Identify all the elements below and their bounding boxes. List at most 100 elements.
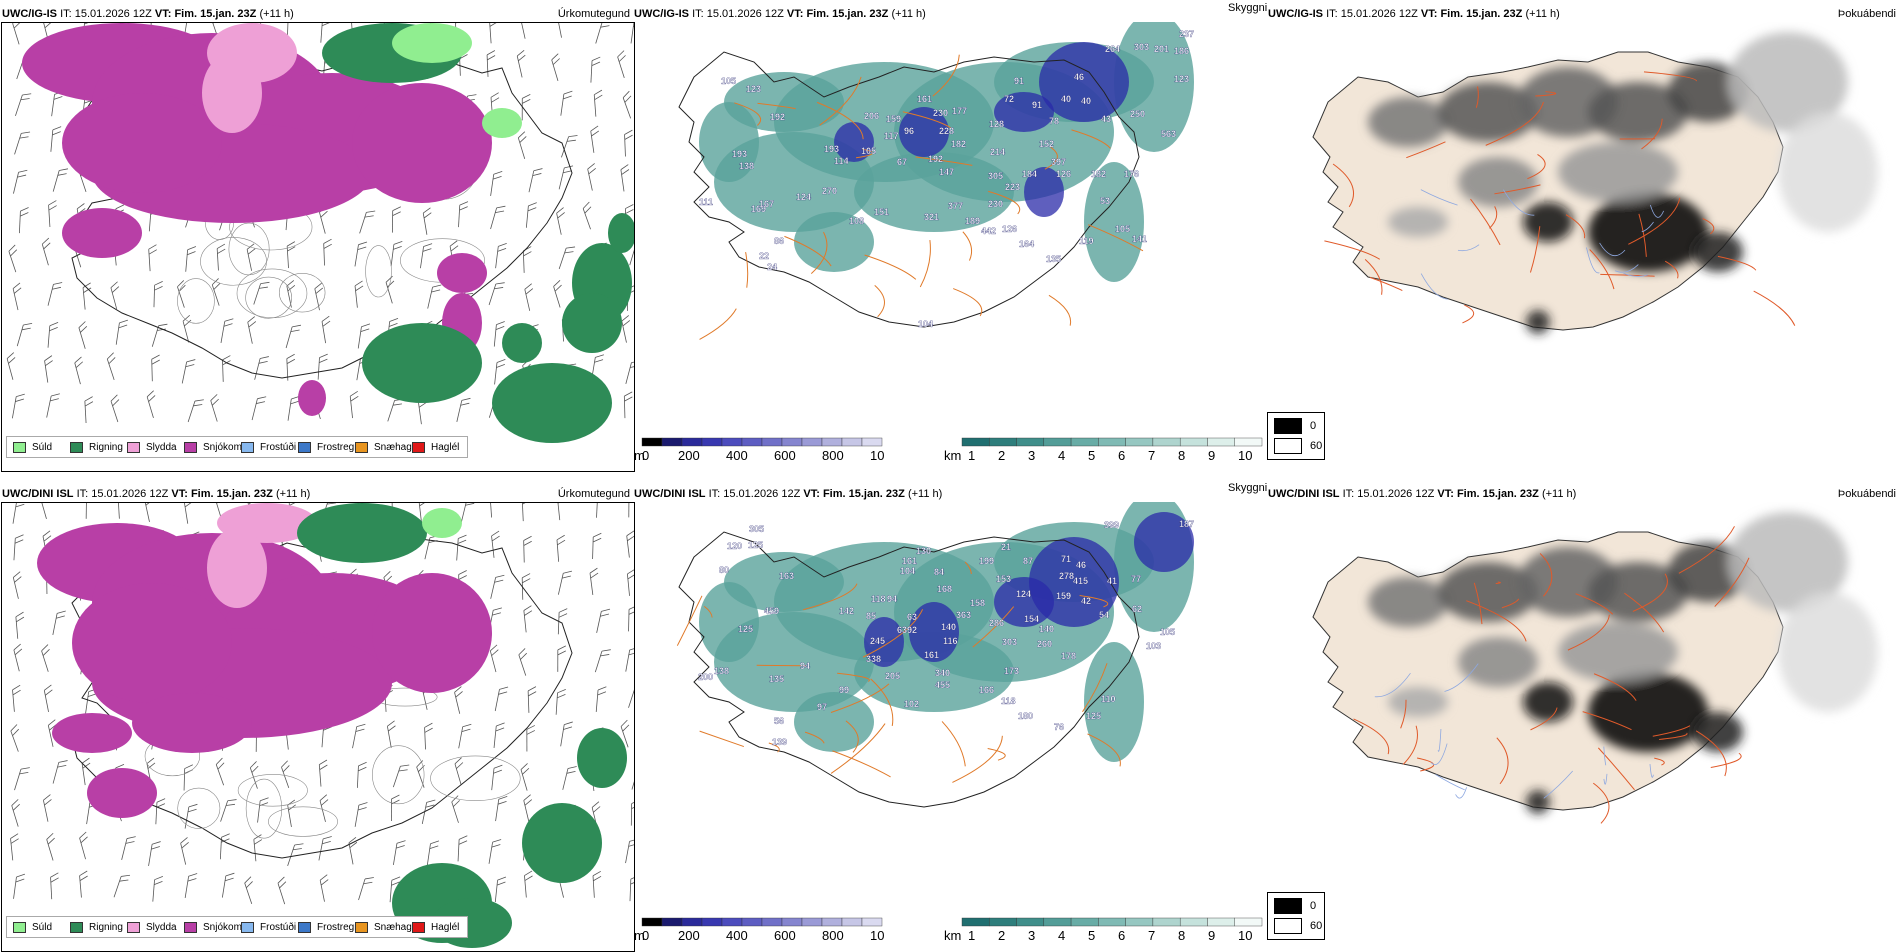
cloud-base-value: 142 (839, 606, 854, 616)
wind-barb (490, 502, 500, 517)
cbar-swatch (1126, 918, 1153, 926)
cloud-base-value: 173 (1004, 666, 1019, 676)
fog-map[interactable] (1268, 502, 1900, 912)
rain-area (362, 323, 482, 403)
cloud-base-value: 151 (874, 207, 889, 217)
fog-map[interactable] (1268, 22, 1900, 432)
legend-item: Frostúði (241, 440, 296, 454)
wind-barb (385, 276, 400, 303)
terrain-contour (268, 807, 337, 837)
cbar-swatch (742, 438, 762, 446)
wind-barb (597, 502, 606, 518)
legend-label: Frostúði (260, 922, 296, 933)
wind-barb (491, 204, 506, 231)
it-value: 15.01.2026 12Z (91, 488, 168, 500)
precip-map[interactable] (1, 22, 635, 472)
wind-barb (360, 209, 376, 236)
wind-barb (496, 242, 507, 269)
wind-barb (559, 244, 575, 271)
wind-barb (14, 534, 24, 560)
cloud-base-value: 278 (1059, 571, 1074, 581)
cloud-base-value: 245 (870, 636, 885, 646)
cloud-base-value: 189 (965, 216, 980, 226)
wind-barb (220, 833, 229, 859)
precip-map[interactable] (1, 502, 635, 952)
cbar-swatch (842, 918, 862, 926)
wind-barb (46, 833, 61, 860)
panel-title: Skyggni (1228, 2, 1267, 14)
cloud-base-value: 228 (939, 126, 954, 136)
wind-barb (616, 51, 632, 78)
cbar-swatch (782, 438, 802, 446)
panel-title: Skyggni (1228, 482, 1267, 494)
terrain-contour (229, 223, 269, 275)
fog-area (1458, 637, 1538, 687)
legend-item: Súld (13, 440, 52, 454)
visibility-area (699, 582, 759, 662)
legend-item: Súld (13, 920, 52, 934)
cloud-base-value: 159 (886, 114, 901, 124)
rain-area (297, 503, 427, 563)
cloud-base-value: 180 (1018, 711, 1033, 721)
cbar-tick: 8 (1178, 928, 1185, 943)
wind-barb (74, 357, 88, 384)
terrain-contour (366, 246, 392, 297)
fog-area (1588, 192, 1708, 272)
wind-barb (51, 126, 61, 153)
vt-value: Fim. 15.jan. 23Z (806, 8, 888, 20)
wind-barb (557, 502, 568, 520)
wind-barb (558, 569, 572, 596)
cloud-base-value: 117 (884, 131, 899, 141)
cloud-base-value: 119 (1079, 236, 1094, 246)
legend-item: Frostregn (298, 920, 360, 934)
wind-barb (186, 246, 196, 273)
road (953, 289, 982, 316)
wind-barb (624, 392, 633, 418)
legend-label: Súld (32, 442, 52, 453)
wind-barb (596, 22, 611, 46)
cloud-base-value: 230 (933, 108, 948, 118)
wind-barb (10, 834, 21, 861)
wind-barb (489, 838, 501, 865)
cbar-tick: 8 (1178, 448, 1185, 463)
snow-area (72, 583, 232, 703)
cbar-swatch (762, 438, 782, 446)
cloud-base-value: 62 (1132, 604, 1142, 614)
cbar-swatch (1207, 438, 1234, 446)
wind-barb (146, 391, 161, 418)
wind-barb (492, 764, 503, 791)
fog-legend-item: 60 (1274, 438, 1322, 454)
cloud-base-value: 76 (1054, 722, 1064, 732)
road (963, 232, 972, 261)
wind-barb (118, 502, 128, 519)
cbar-tick: 9 (1208, 448, 1215, 463)
wind-barb (79, 871, 89, 898)
wind-barb (182, 358, 195, 385)
legend-swatch (70, 442, 83, 453)
wind-barb (53, 167, 68, 194)
vt-label: VT: (171, 488, 188, 500)
fog-area (1693, 232, 1743, 272)
terrain-contour (279, 273, 325, 312)
wind-barb (594, 90, 604, 117)
wind-barb (185, 803, 197, 830)
forecast-row: UWC/DINI ISL IT: 15.01.2026 12Z VT: Fim.… (0, 480, 1900, 950)
rain-area (492, 363, 612, 443)
wind-barb (9, 724, 25, 751)
wind-barb (428, 283, 442, 310)
wind-barb (491, 170, 503, 197)
wind-barb (552, 280, 567, 307)
wind-barb (86, 502, 94, 519)
vt-label: VT: (1421, 8, 1438, 20)
wind-barb (116, 319, 128, 346)
cloud-base-value: 303 (1134, 42, 1149, 52)
cbar-swatch (962, 438, 989, 446)
cloud-base-value: 105 (1115, 224, 1130, 234)
wind-barb (144, 502, 157, 522)
cloud-base-value: 63 (907, 612, 917, 622)
wind-barb (451, 796, 467, 823)
road (757, 665, 806, 666)
